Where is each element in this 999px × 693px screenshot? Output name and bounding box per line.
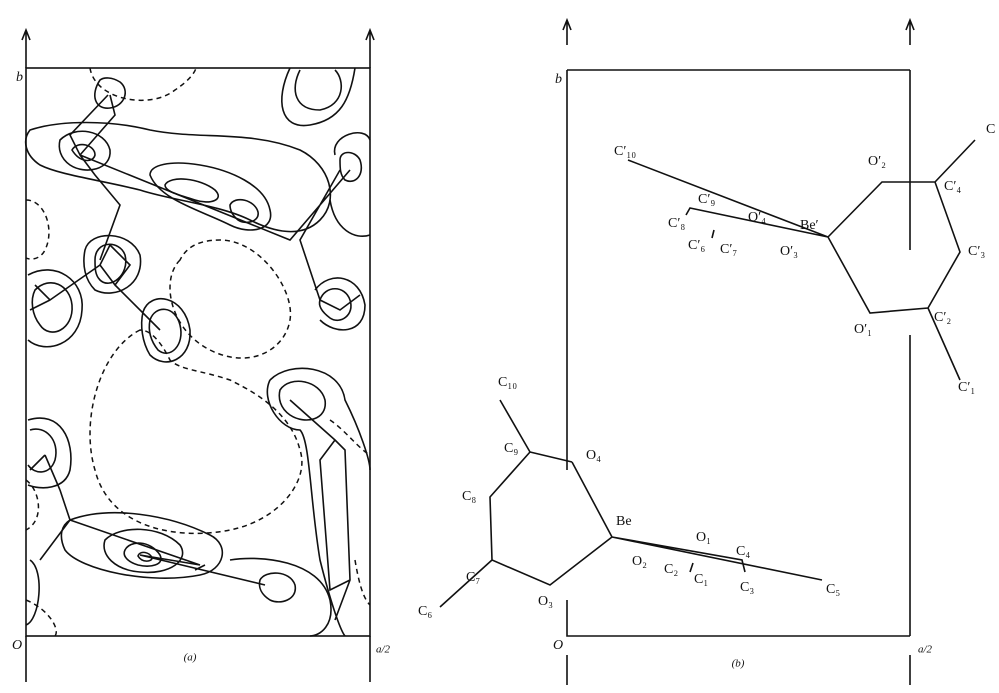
contour-neg [89, 67, 197, 102]
contour [83, 234, 142, 294]
atom-label: C₉ [504, 441, 518, 456]
atom-label: C′₆ [688, 238, 705, 253]
atom-labels: Be O₁ O₂ O₃ O₄ C₁ C₂ C₃ C₄ C₅ C₆ C₇ C₈ C₉ C₁₀ Be′ O′₁ O′₂… [418, 122, 995, 619]
axis-label: a/2 [376, 644, 391, 656]
atom-label: C₇ [466, 570, 480, 585]
atom-label: C₃ [740, 580, 754, 595]
atom-label: Be′ [800, 218, 819, 233]
atom-label: C [986, 122, 995, 137]
panel-a: b O a/2 (a) [12, 27, 391, 682]
contour [25, 557, 332, 637]
atom-label: O₂ [632, 554, 647, 569]
origin-label: O [553, 638, 563, 653]
atom-label: C₈ [462, 489, 476, 504]
contour [27, 417, 72, 489]
panel-b: b O a/2 (b) Be O₁ O₂ O₃ O₄ C₁ C₂ C₃ C₄ C₅ C₆ C₇ C₈ C₉… [418, 17, 995, 685]
contour-neg [89, 329, 303, 535]
molecule [627, 139, 976, 381]
contour [24, 121, 332, 233]
contour-neg [169, 239, 292, 359]
contour-neg [25, 199, 50, 260]
atom-label: C₆ [418, 604, 432, 619]
contour [27, 269, 83, 348]
atom-label: O₁ [696, 530, 711, 545]
atom-label: C′₈ [668, 216, 685, 231]
atom-label: C′₇ [720, 242, 737, 257]
contour [140, 297, 191, 363]
atom-label: C₁₀ [498, 375, 517, 390]
axes [21, 27, 375, 682]
atom-label: O′₄ [748, 210, 766, 225]
caption: (b) [732, 658, 745, 670]
atom-label: O′₂ [868, 154, 886, 169]
atom-label: C₁ [694, 572, 708, 587]
unit-cell [25, 67, 371, 637]
atom-label: C′₄ [944, 179, 961, 194]
molecule-skeleton [29, 94, 361, 621]
atom-label: C′₁ [958, 380, 975, 395]
contour [314, 277, 366, 331]
atom-label: C₂ [664, 562, 678, 577]
atom-label: O₃ [538, 594, 553, 609]
contour [94, 77, 126, 109]
caption: (a) [184, 652, 197, 664]
unit-cell [562, 17, 915, 685]
axis-label: a/2 [918, 644, 933, 656]
atom-label: C₅ [826, 582, 840, 597]
origin-label: O [12, 638, 22, 653]
atom-label: C′₉ [698, 192, 715, 207]
contour-neg [25, 419, 371, 637]
atom-label: O₄ [586, 448, 601, 463]
contour [266, 367, 371, 637]
contour [329, 131, 371, 237]
molecule [439, 399, 823, 608]
contour [58, 130, 111, 171]
atom-label: C′₁₀ [614, 144, 636, 159]
axis-label: b [16, 70, 23, 85]
atom-label: O′₁ [854, 322, 872, 337]
axis-label: b [555, 72, 562, 87]
contour [281, 67, 356, 127]
atom-label: Be [616, 514, 632, 529]
atom-label: O′₃ [780, 244, 798, 259]
atom-label: C′₃ [968, 244, 985, 259]
atom-label: C₄ [736, 544, 750, 559]
atom-label: C′₂ [934, 310, 951, 325]
